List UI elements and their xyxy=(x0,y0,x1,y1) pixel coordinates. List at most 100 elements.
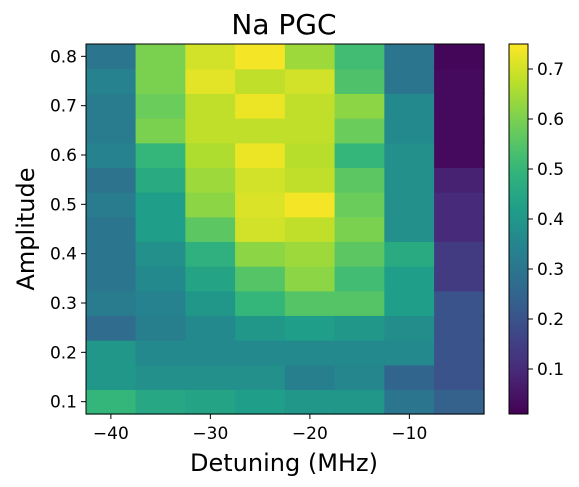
heatmap-cell xyxy=(335,167,385,192)
colorbar-axis: 0.1 0.2 0.3 0.4 0.5 0.6 0.7 xyxy=(528,60,564,380)
y-axis-label: Amplitude xyxy=(12,168,40,291)
heatmap-cell xyxy=(434,167,484,192)
heatmap-cell xyxy=(434,118,484,143)
heatmap-cell xyxy=(86,241,136,266)
heatmap-cell xyxy=(434,143,484,168)
heatmap-cell xyxy=(285,389,335,414)
heatmap-cell xyxy=(434,93,484,118)
heatmap-cell xyxy=(136,365,186,390)
heatmap-cell xyxy=(285,266,335,291)
heatmap-cell xyxy=(385,241,435,266)
heatmap-cell xyxy=(335,69,385,94)
heatmap-cell xyxy=(235,241,285,266)
heatmap-cell xyxy=(385,217,435,242)
colorbar-tick-label: 0.3 xyxy=(537,260,564,280)
heatmap-cell xyxy=(335,266,385,291)
heatmap-cell xyxy=(335,340,385,365)
heatmap-cell xyxy=(136,93,186,118)
heatmap-cell xyxy=(186,389,236,414)
heatmap-cell xyxy=(86,143,136,168)
heatmap-cell xyxy=(86,266,136,291)
heatmap-cell xyxy=(385,340,435,365)
heatmap-cell xyxy=(86,365,136,390)
colorbar-tick-label: 0.7 xyxy=(537,60,564,80)
heatmap-cell xyxy=(285,93,335,118)
heatmap-cell xyxy=(136,291,186,316)
heatmap-cell xyxy=(434,217,484,242)
heatmap-cell xyxy=(235,340,285,365)
heatmap-cell xyxy=(186,167,236,192)
x-tick-label: −10 xyxy=(391,424,427,444)
heatmap-cell xyxy=(385,266,435,291)
heatmap-cell xyxy=(136,241,186,266)
heatmap-cell xyxy=(235,389,285,414)
heatmap-cell xyxy=(385,192,435,217)
y-tick-label: 0.3 xyxy=(50,294,77,314)
heatmap-cell xyxy=(136,340,186,365)
x-axis-label: Detuning (MHz) xyxy=(190,449,378,477)
heatmap-cell xyxy=(434,44,484,69)
heatmap-cell xyxy=(235,291,285,316)
heatmap-cell xyxy=(235,315,285,340)
heatmap-cell xyxy=(285,69,335,94)
heatmap-cell xyxy=(434,241,484,266)
heatmap-cell xyxy=(285,167,335,192)
heatmap-cell xyxy=(434,365,484,390)
heatmap-cell xyxy=(285,241,335,266)
heatmap-cell xyxy=(434,266,484,291)
heatmap-cell xyxy=(86,192,136,217)
heatmap-cell xyxy=(186,217,236,242)
heatmap-cell xyxy=(86,315,136,340)
heatmap-cell xyxy=(186,241,236,266)
heatmap-cell xyxy=(235,93,285,118)
heatmap-cell xyxy=(136,143,186,168)
heatmap-cell xyxy=(335,365,385,390)
heatmap-cell xyxy=(235,167,285,192)
heatmap-cell xyxy=(86,340,136,365)
heatmap-cell xyxy=(136,389,186,414)
y-tick-label: 0.7 xyxy=(50,97,77,117)
heatmap-cell xyxy=(136,167,186,192)
heatmap-cell xyxy=(86,69,136,94)
colorbar-tick-label: 0.1 xyxy=(537,360,564,380)
heatmap-cell xyxy=(86,389,136,414)
heatmap-cell xyxy=(235,44,285,69)
heatmap-cell xyxy=(434,340,484,365)
heatmap-cell xyxy=(335,143,385,168)
heatmap-cell xyxy=(434,69,484,94)
heatmap-cell xyxy=(434,291,484,316)
heatmap-cell xyxy=(136,315,186,340)
heatmap-cell xyxy=(434,389,484,414)
heatmap-cell xyxy=(285,291,335,316)
heatmap-cell xyxy=(285,365,335,390)
heatmap-cell xyxy=(385,143,435,168)
y-tick-label: 0.4 xyxy=(50,245,77,265)
heatmap-cell xyxy=(136,118,186,143)
heatmap-cell xyxy=(186,69,236,94)
heatmap-cell xyxy=(285,118,335,143)
heatmap-cell xyxy=(186,266,236,291)
colorbar-tick-label: 0.4 xyxy=(537,210,564,230)
heatmap-cell xyxy=(335,291,385,316)
heatmap-cell xyxy=(285,44,335,69)
x-tick-label: −20 xyxy=(292,424,328,444)
heatmap-cells xyxy=(86,44,485,415)
heatmap-cell xyxy=(136,44,186,69)
heatmap-cell xyxy=(434,315,484,340)
x-tick-label: −30 xyxy=(192,424,228,444)
y-tick-label: 0.5 xyxy=(50,195,77,215)
heatmap-cell xyxy=(385,291,435,316)
heatmap-cell xyxy=(235,143,285,168)
heatmap-cell xyxy=(385,315,435,340)
heatmap-cell xyxy=(335,44,385,69)
heatmap-cell xyxy=(434,192,484,217)
heatmap-cell xyxy=(285,143,335,168)
heatmap-cell xyxy=(285,340,335,365)
colorbar-tick-label: 0.2 xyxy=(537,310,564,330)
heatmap-cell xyxy=(285,217,335,242)
y-tick-label: 0.1 xyxy=(50,393,77,413)
heatmap-cell xyxy=(385,365,435,390)
heatmap-cell xyxy=(335,118,385,143)
heatmap-cell xyxy=(235,118,285,143)
